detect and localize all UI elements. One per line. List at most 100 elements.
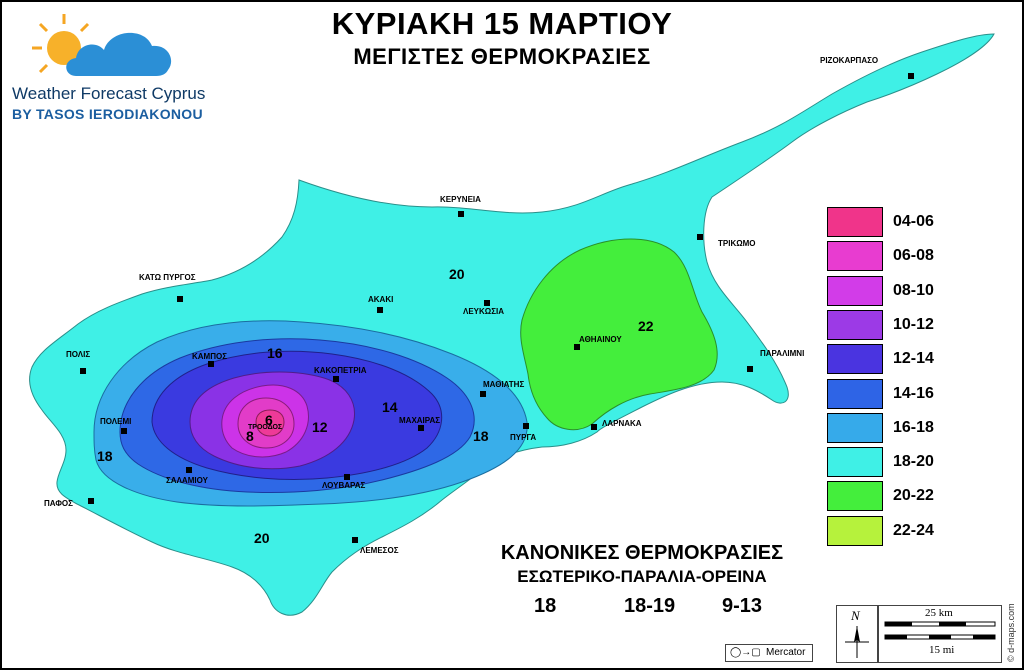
legend-item: 12-14 xyxy=(827,344,977,378)
town-label: ΜΑΧΑΙΡΑΣ xyxy=(399,416,441,425)
scale-mi-label: 15 mi xyxy=(929,644,955,656)
legend-label: 10-12 xyxy=(893,315,934,333)
isotherm-label: 14 xyxy=(382,399,398,415)
town-marker xyxy=(377,307,383,313)
legend-swatch xyxy=(827,378,883,409)
legend-swatch xyxy=(827,481,883,512)
town-marker xyxy=(177,296,183,302)
town-marker xyxy=(484,300,490,306)
normals-subheading: ΕΣΩΤΕΡΙΚΟ-ΠΑΡΑΛΙΑ-ΟΡΕΙΝΑ xyxy=(517,567,767,586)
zone-20-22 xyxy=(520,238,718,431)
legend-label: 12-14 xyxy=(893,350,934,368)
isotherm-label: 20 xyxy=(449,266,465,282)
scale-graphic xyxy=(884,621,996,640)
normals-box: ΚΑΝΟΝΙΚΕΣ ΘΕΡΜΟΚΡΑΣΙΕΣ ΕΣΩΤΕΡΙΚΟ-ΠΑΡΑΛΙΑ… xyxy=(472,542,812,587)
legend-swatch xyxy=(827,447,883,478)
town-marker xyxy=(186,467,192,473)
town-label: ΣΑΛΑΜΙΟΥ xyxy=(166,476,208,485)
town-marker xyxy=(574,344,580,350)
legend-swatch xyxy=(827,344,883,375)
town-marker xyxy=(352,537,358,543)
sun-cloud-icon xyxy=(32,14,172,76)
town-label: ΚΑΤΩ ΠΥΡΓΟΣ xyxy=(139,273,196,282)
town-marker xyxy=(208,361,214,367)
isotherm-label: 6 xyxy=(265,412,273,428)
isotherm-label: 16 xyxy=(267,345,283,361)
town-label: ΠΥΡΓΑ xyxy=(510,433,537,442)
town-marker xyxy=(344,474,350,480)
legend-label: 22-24 xyxy=(893,521,934,539)
legend-swatch xyxy=(827,412,883,443)
projection-box: ◯→▢ Mercator xyxy=(725,644,813,662)
town-label: ΠΑΡΑΛΙΜΝΙ xyxy=(760,349,805,358)
town-label: ΠΟΛΕΜΙ xyxy=(100,417,132,426)
legend-label: 20-22 xyxy=(893,487,934,505)
legend-item: 16-18 xyxy=(827,412,977,447)
town-label: ΤΡΙΚΩΜΟ xyxy=(718,239,756,248)
zone-4-6 xyxy=(255,409,285,437)
logo-byline: BY TASOS IERODIAKONOU xyxy=(12,106,203,122)
legend-swatch xyxy=(827,515,883,546)
isotherm-label: 22 xyxy=(638,318,654,334)
town-marker xyxy=(333,376,339,382)
map-title: ΚΥΡΙΑΚΗ 15 ΜΑΡΤΙΟΥ xyxy=(331,6,673,41)
compass: N xyxy=(836,605,878,663)
legend-label: 14-16 xyxy=(893,384,934,402)
legend-label: 18-20 xyxy=(893,453,934,471)
credit-text: © d-maps.com xyxy=(1006,603,1016,662)
town-label: ΠΟΛΙΣ xyxy=(66,350,91,359)
town-marker xyxy=(88,498,94,504)
legend-swatch xyxy=(827,275,883,306)
town-marker xyxy=(747,366,753,372)
isotherm-label: 18 xyxy=(97,448,113,464)
town-label: ΛΑΡΝΑΚΑ xyxy=(602,419,642,428)
legend-label: 08-10 xyxy=(893,281,934,299)
town-label: ΛΕΜΕΣΟΣ xyxy=(360,546,399,555)
town-label: ΛΕΥΚΩΣΙΑ xyxy=(463,307,504,316)
town-label: ΜΑΘΙΑΤΗΣ xyxy=(483,380,525,389)
legend-item: 06-08 xyxy=(827,241,977,275)
town-marker xyxy=(80,368,86,374)
legend-swatch xyxy=(827,309,883,340)
legend-item: 14-16 xyxy=(827,378,977,413)
map-subtitle: ΜΕΓΙΣΤΕΣ ΘΕΡΜΟΚΡΑΣΙΕΣ xyxy=(353,44,651,69)
town-label: ΑΘΗΑΙΝΟΥ xyxy=(579,335,622,344)
normal-mountain: 9-13 xyxy=(722,595,763,617)
legend-item: 08-10 xyxy=(827,275,977,310)
legend-item: 18-20 xyxy=(827,447,977,481)
isotherm-label: 8 xyxy=(246,428,254,444)
town-marker xyxy=(480,391,486,397)
town-marker xyxy=(121,428,127,434)
town-marker xyxy=(523,423,529,429)
legend-item: 20-22 xyxy=(827,481,977,515)
legend-swatch xyxy=(827,207,883,237)
logo-title: Weather Forecast Cyprus xyxy=(12,84,206,103)
town-marker xyxy=(697,234,703,240)
legend-label: 06-08 xyxy=(893,247,934,265)
legend-swatch xyxy=(827,241,883,272)
isotherm-label: 12 xyxy=(312,419,328,435)
town-label: ΡΙΖΟΚΑΡΠΑΣΟ xyxy=(820,56,879,65)
isotherm-label: 20 xyxy=(254,530,270,546)
legend-label: 04-06 xyxy=(893,213,934,230)
scale-bar: 25 km 15 mi xyxy=(878,605,1002,663)
town-label: ΛΟΥΒΑΡΑΣ xyxy=(322,481,366,490)
legend-item: 10-12 xyxy=(827,309,977,344)
legend-item: 04-06 xyxy=(827,207,977,241)
town-label: ΚΑΚΟΠΕΤΡΙΑ xyxy=(314,366,367,375)
town-marker xyxy=(908,73,914,79)
scale-km-label: 25 km xyxy=(925,607,953,619)
town-marker xyxy=(458,211,464,217)
town-label: ΤΡΟΟΔΟΣ xyxy=(248,424,283,431)
normal-coast: 18-19 xyxy=(624,595,676,617)
normal-inland: 18 xyxy=(534,595,557,617)
legend-label: 16-18 xyxy=(893,418,934,436)
north-label: N xyxy=(851,608,860,623)
town-label: ΚΕΡΥΝΕΙΑ xyxy=(440,195,481,204)
compass-rose-icon xyxy=(845,626,869,658)
isotherm-label: 18 xyxy=(473,428,489,444)
legend-item: 22-24 xyxy=(827,515,977,550)
town-marker xyxy=(591,424,597,430)
